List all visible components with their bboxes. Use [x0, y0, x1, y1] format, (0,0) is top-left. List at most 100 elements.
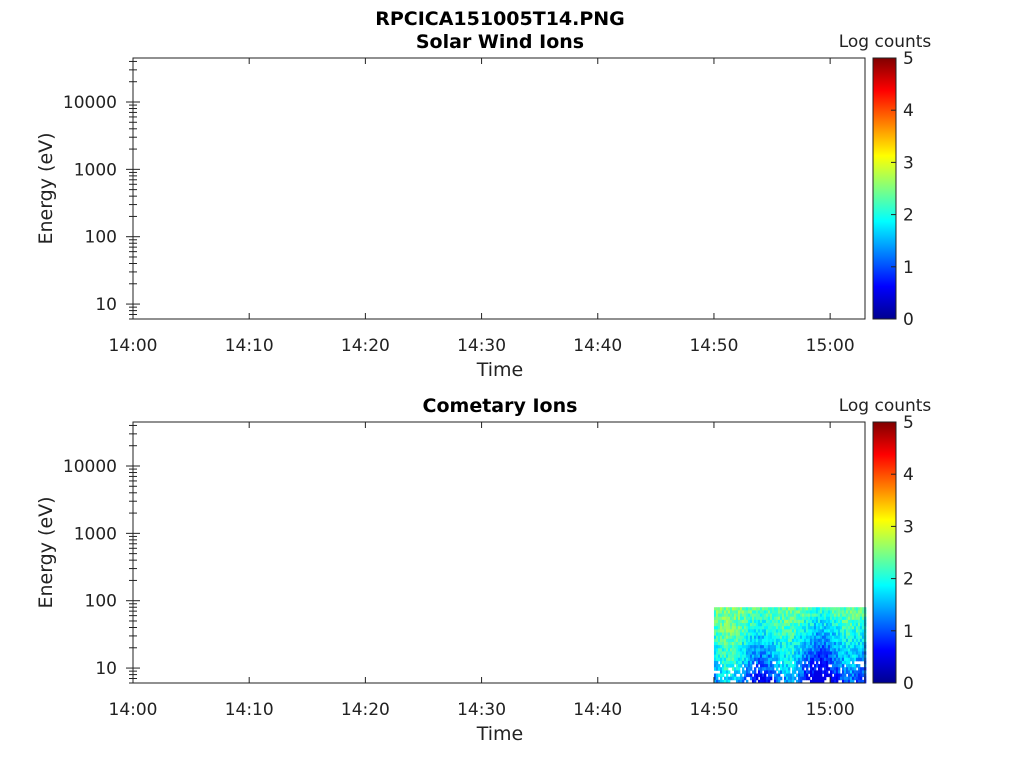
spectrogram-cell: [791, 632, 795, 637]
spectrogram-cell: [851, 648, 855, 652]
spectrogram-cell: [823, 648, 827, 652]
spectrogram-cell: [787, 673, 791, 678]
spectrogram-cell: [835, 623, 839, 627]
spectrogram-cell: [801, 632, 805, 637]
spectrogram-cell: [819, 660, 823, 665]
spectrogram-cell: [741, 679, 745, 684]
spectrogram-cell: [775, 616, 779, 621]
spectrogram-cell: [843, 657, 847, 662]
spectrogram-cell: [785, 673, 789, 678]
spectrogram-cell: [795, 654, 799, 659]
spectrogram-cell: [859, 629, 863, 633]
spectrogram-cell: [785, 610, 789, 614]
spectrogram-cell: [787, 607, 791, 611]
spectrogram-cell: [779, 635, 783, 640]
spectrogram-cell: [743, 623, 747, 627]
spectrogram-cell: [737, 641, 741, 646]
spectrogram-cell: [781, 626, 785, 630]
spectrogram-cell: [841, 673, 845, 678]
spectrogram-cell: [737, 667, 741, 671]
spectrogram-cell: [761, 654, 765, 659]
spectrogram-cell: [821, 641, 825, 646]
spectrogram-cell: [797, 651, 801, 655]
spectrogram-cell: [759, 670, 763, 674]
spectrogram-cell: [855, 623, 859, 627]
spectrogram-cell: [817, 638, 821, 643]
spectrogram-cell: [721, 670, 725, 674]
spectrogram-cell: [775, 657, 779, 662]
spectrogram-cell: [807, 623, 811, 627]
spectrogram-cell: [773, 619, 777, 624]
spectrogram-cell: [729, 623, 733, 627]
spectrogram-cell: [755, 623, 759, 627]
spectrogram-cell: [851, 667, 855, 671]
spectrogram-cell: [801, 629, 805, 633]
spectrogram-cell: [839, 610, 843, 614]
spectrogram-cell: [785, 613, 789, 618]
spectrogram-cell: [781, 635, 785, 640]
spectrogram-cell: [777, 645, 781, 649]
spectrogram-cell: [787, 616, 791, 621]
spectrogram-cell: [831, 629, 835, 633]
spectrogram-cell: [731, 676, 735, 681]
spectrogram-cell: [853, 629, 857, 633]
spectrogram-cell: [831, 619, 835, 624]
spectrogram-cell: [845, 679, 849, 684]
spectrogram-cell: [833, 616, 837, 621]
spectrogram-cell: [829, 623, 833, 627]
spectrogram-cell: [761, 657, 765, 662]
spectrogram-cell: [779, 641, 783, 646]
spectrogram-cell: [777, 651, 781, 655]
spectrogram-cell: [825, 660, 829, 665]
spectrogram-cell: [715, 664, 719, 668]
spectrogram-cell: [857, 657, 861, 662]
spectrogram-cell: [801, 616, 805, 621]
spectrogram-cell: [727, 632, 731, 637]
spectrogram-cell: [819, 632, 823, 637]
spectrogram-cell: [715, 679, 719, 684]
spectrogram-cell: [761, 607, 765, 611]
spectrogram-cell: [797, 619, 801, 624]
spectrogram-cell: [819, 651, 823, 655]
spectrogram-cell: [783, 648, 787, 652]
spectrogram-cell: [729, 632, 733, 637]
spectrogram-cell: [721, 648, 725, 652]
spectrogram-cell: [781, 613, 785, 618]
spectrogram-cell: [785, 654, 789, 659]
spectrogram-cell: [723, 607, 727, 611]
spectrogram-cell: [763, 664, 767, 668]
spectrogram-cell: [779, 670, 783, 674]
spectrogram-cell: [769, 645, 773, 649]
spectrogram-cell: [803, 623, 807, 627]
spectrogram-cell: [825, 610, 829, 614]
spectrogram-cell: [857, 664, 861, 668]
spectrogram-cell: [811, 632, 815, 637]
spectrogram-cell: [841, 613, 845, 618]
spectrogram-cell: [813, 676, 817, 681]
spectrogram-cell: [857, 613, 861, 618]
spectrogram-cell: [783, 645, 787, 649]
spectrogram-cell: [769, 607, 773, 611]
spectrogram-cell: [855, 664, 859, 668]
spectrogram-cell: [819, 673, 823, 678]
spectrogram-cell: [725, 626, 729, 630]
spectrogram-cell: [807, 641, 811, 646]
spectrogram-cell: [819, 638, 823, 643]
spectrogram-cell: [817, 632, 821, 637]
spectrogram-cell: [751, 651, 755, 655]
spectrogram-cell: [843, 648, 847, 652]
spectrogram-cell: [719, 676, 723, 681]
spectrogram-cell: [779, 651, 783, 655]
spectrogram-cell: [801, 619, 805, 624]
spectrogram-cell: [781, 664, 785, 668]
colorbar-tick-label: 0: [903, 674, 914, 694]
spectrogram-cell: [829, 635, 833, 640]
spectrogram-cell: [743, 638, 747, 643]
spectrogram-cell: [779, 619, 783, 624]
spectrogram-cell: [829, 616, 833, 621]
spectrogram-cell: [733, 635, 737, 640]
spectrogram-cell: [841, 619, 845, 624]
spectrogram-cell: [805, 654, 809, 659]
spectrogram-cell: [717, 626, 721, 630]
colorbar-label: Log counts: [839, 396, 932, 416]
